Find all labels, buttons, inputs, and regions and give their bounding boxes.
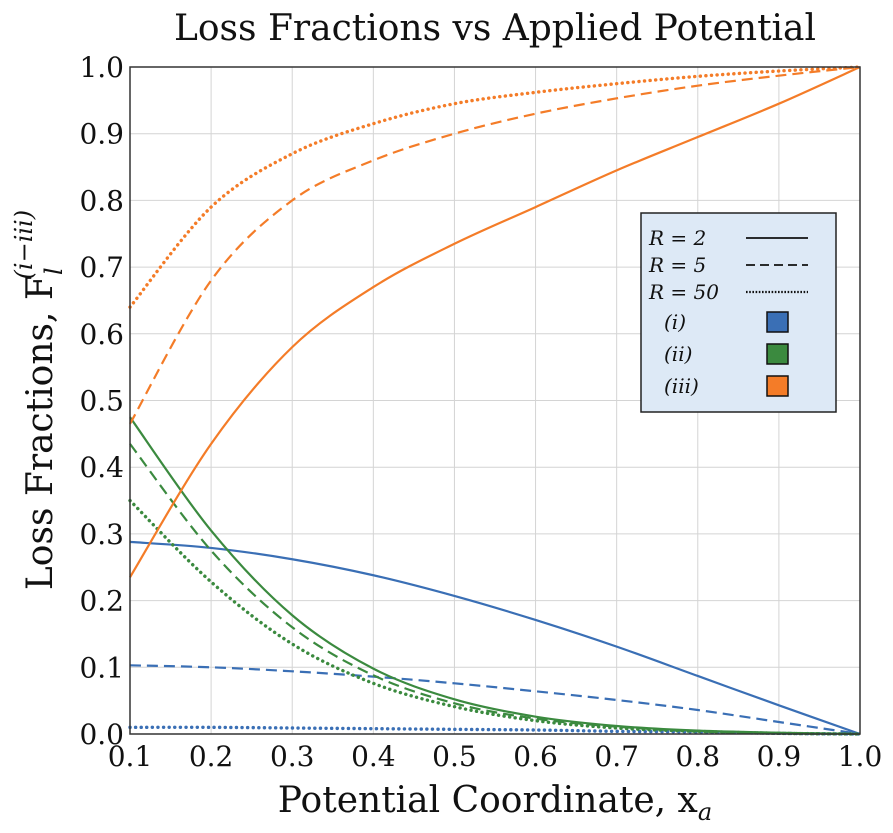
series-line-i-solid [129, 540, 861, 736]
y-tick-label: 0.5 [79, 385, 124, 418]
y-tick-label: 0.3 [79, 518, 124, 551]
plot-frame [129, 66, 861, 735]
y-tick-label: 0.4 [79, 451, 124, 484]
legend-color-swatch [766, 343, 789, 365]
series-line-ii-dashed [129, 443, 861, 736]
y-tick-label: 0.9 [79, 118, 124, 151]
x-tick-label: 0.3 [270, 740, 315, 773]
legend-component-label: (iii) [664, 374, 699, 398]
legend-component-label: (ii) [664, 342, 692, 366]
series-line-i-dotted [128, 725, 862, 736]
legend-style-label: R = 5 [648, 253, 706, 277]
x-tick-label: 0.2 [189, 740, 234, 773]
series-layer [128, 65, 862, 736]
x-tick-label: 0.5 [432, 740, 477, 773]
x-tick-label: 0.8 [676, 740, 721, 773]
x-axis-label-subscript: a [698, 798, 712, 826]
legend-box [640, 212, 837, 413]
y-axis-label: Loss Fractions, Fl(i−iii) [10, 210, 68, 590]
y-tick-label: 0.7 [79, 251, 124, 284]
series-line-iii-solid [129, 65, 861, 578]
y-tick-label: 0.8 [79, 184, 124, 217]
chart-title: Loss Fractions vs Applied Potential [174, 8, 816, 49]
series-line-ii-dotted [128, 498, 862, 736]
legend-style-label: R = 50 [648, 280, 719, 304]
y-tick-label: 0.2 [79, 585, 124, 618]
x-tick-label: 0.6 [513, 740, 558, 773]
x-tick-label: 0.4 [351, 740, 396, 773]
legend: R = 2 R = 5 R = 50 (i) (ii) (iii) [640, 212, 837, 413]
x-tick-label: 1.0 [838, 740, 883, 773]
y-tick-label: 1.0 [79, 51, 124, 84]
y-tick-label: 0.1 [79, 651, 124, 684]
series-line-i-dashed [129, 664, 861, 736]
y-tick-label: 0.0 [79, 718, 124, 751]
y-axis-label-subscript: l [40, 267, 68, 275]
x-tick-label: 0.1 [108, 740, 153, 773]
x-axis-label: Potential Coordinate, xa [278, 780, 712, 826]
series-line-iii-dashed [129, 65, 861, 425]
series-line-iii-dotted [128, 65, 862, 309]
y-tick-labels: 0.0 0.1 0.2 0.3 0.4 0.5 0.6 0.7 0.8 0.9 1.0 [79, 51, 124, 751]
y-axis-label-superscript: (i−iii) [10, 210, 38, 280]
x-tick-label: 0.9 [757, 740, 802, 773]
legend-style-label: R = 2 [648, 226, 706, 250]
x-tick-label: 0.7 [594, 740, 639, 773]
legend-color-swatch [766, 375, 789, 397]
legend-component-label: (i) [664, 310, 686, 334]
legend-color-swatch [766, 311, 789, 333]
x-tick-labels: 0.1 0.2 0.3 0.4 0.5 0.6 0.7 0.8 0.9 1.0 [108, 740, 883, 773]
y-tick-label: 0.6 [79, 318, 124, 351]
